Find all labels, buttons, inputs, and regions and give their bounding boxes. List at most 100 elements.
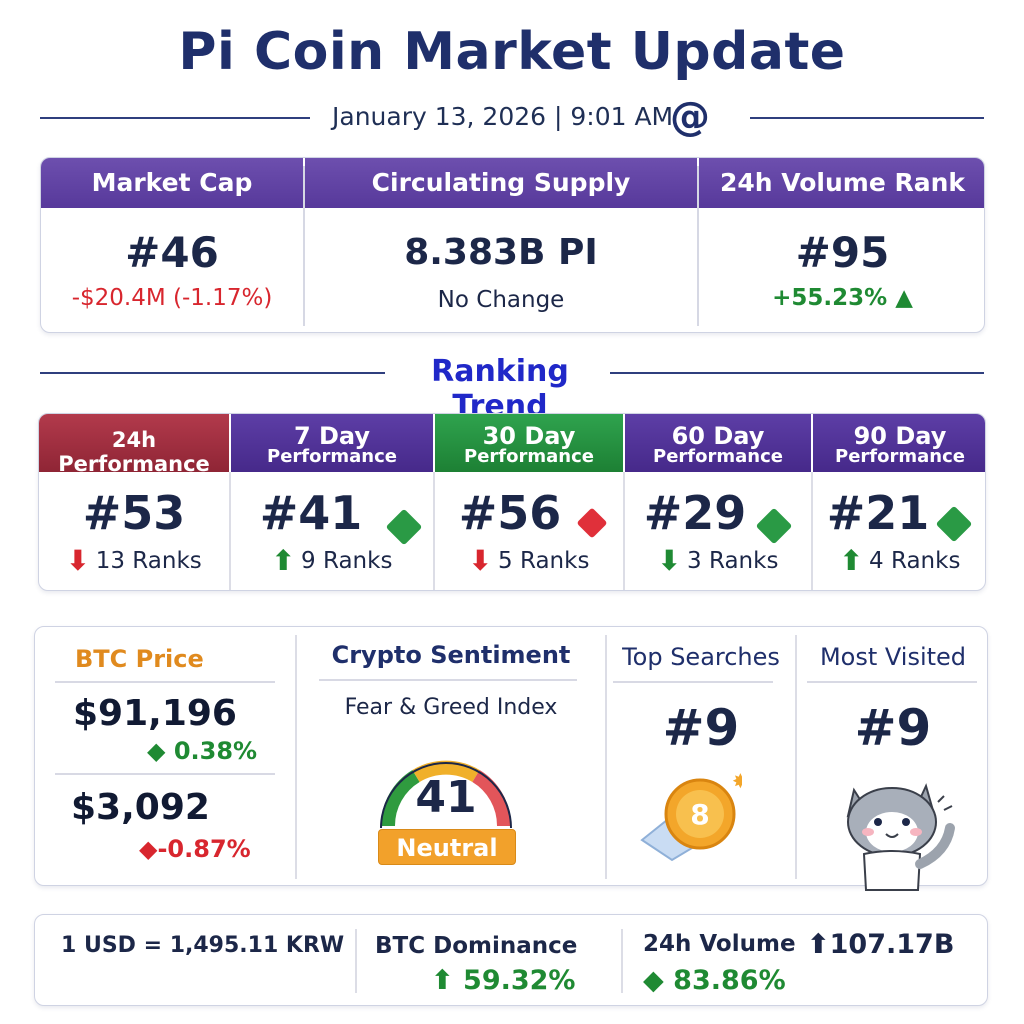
btc-dominance-value: ⬆ 59.32% [431, 965, 576, 996]
volume-change: ◆ 83.86% [643, 965, 786, 996]
fear-greed-value: 41 [415, 772, 477, 823]
diamond-down-icon: ◆ [139, 835, 158, 863]
rank-card-24h: 24h Performance #53 ⬇ 13 Ranks [39, 414, 229, 590]
fear-greed-gauge: 41 [376, 736, 516, 866]
diamond-up-icon: ◆ [147, 737, 174, 765]
most-visited-title: Most Visited [819, 643, 967, 671]
rank-change: ⬆ 9 Ranks [231, 544, 433, 577]
rank-card-header: 24h Performance [39, 414, 229, 476]
volume-rank-card: 24h Volume Rank #95 +55.23% ▲ [699, 158, 984, 332]
circulating-supply-card: Circulating Supply 8.383B PI No Change [305, 158, 697, 332]
coin-icon: 8 ✸ [632, 769, 749, 862]
divider-line [610, 372, 984, 374]
volume-rank-label: 24h Volume Rank [699, 158, 984, 208]
btc-price-change-text: 0.38% [173, 737, 258, 765]
btc-dominance-text: 59.32% [463, 965, 576, 996]
divider-line [40, 117, 310, 119]
column-divider [605, 635, 607, 879]
market-cap-label: Market Cap [41, 158, 303, 208]
section-underline [613, 681, 773, 683]
rank-card-90d: 90 Day Performance #21 ⬆ 4 Ranks [813, 414, 985, 590]
rank-card-sublabel: Performance [267, 446, 397, 467]
coin-badge-text: 8 [690, 798, 709, 831]
btc-dominance-label: BTC Dominance [375, 933, 578, 959]
market-cap-change: -$20.4M (-1.17%) [71, 285, 273, 311]
column-divider [811, 472, 813, 590]
rank-card-sublabel: Performance [464, 446, 594, 467]
rank-change: ⬆ 4 Ranks [813, 544, 985, 577]
rank-card-sublabel: Performance [653, 446, 783, 467]
ranking-trend-panel: 24h Performance #53 ⬇ 13 Ranks 7 Day Perf… [38, 413, 986, 591]
top-searches-rank: #9 [662, 699, 740, 757]
volume-change-text: 83.86% [673, 965, 786, 996]
column-divider [433, 472, 435, 590]
divider-line [750, 117, 984, 119]
circulating-supply-change: No Change [437, 287, 565, 313]
rank-card-label: 24h Performance [58, 428, 210, 476]
gauge-icon [380, 760, 512, 829]
volume-amount: ⬆107.17B [807, 929, 954, 960]
rank-value: #29 [643, 486, 747, 540]
rank-card-7d: 7 Day Performance #41 ⬆ 9 Ranks [231, 414, 433, 590]
most-visited-rank: #9 [854, 699, 932, 757]
market-cap-value: #46 [125, 228, 219, 277]
cat-mascot-icon [834, 772, 960, 898]
sentiment-badge: Neutral [378, 829, 516, 865]
market-stats-panel: Market Cap #46 -$20.4M (-1.17%) Circulat… [40, 157, 985, 333]
column-divider [623, 472, 625, 590]
rank-card-header: 60 Day Performance [625, 414, 811, 472]
circulating-supply-label: Circulating Supply [305, 158, 697, 208]
column-divider [697, 166, 699, 326]
btc-price-title: BTC Price [75, 645, 204, 673]
rank-card-header: 90 Day Performance [813, 414, 985, 472]
volume-rank-change: +55.23% ▲ [699, 285, 984, 311]
btc-price-change: ◆ 0.38% [147, 737, 257, 765]
circulating-supply-value: 8.383B PI [404, 232, 598, 273]
crypto-sentiment-title: Crypto Sentiment [331, 641, 571, 669]
rank-change: ⬇ 13 Ranks [39, 544, 229, 577]
section-underline [55, 773, 275, 775]
rank-card-label: 30 Day [482, 422, 576, 450]
diamond-up-icon [385, 508, 423, 546]
diamond-up-icon: ◆ [643, 965, 674, 996]
rank-card-sublabel: Performance [835, 446, 965, 467]
rank-change: ⬇ 3 Ranks [625, 544, 811, 577]
rank-card-label: 90 Day [853, 422, 947, 450]
rank-card-header: 7 Day Performance [231, 414, 433, 472]
rank-change-text: 4 Ranks [869, 548, 961, 574]
rank-value: #53 [82, 486, 186, 540]
arrow-down-icon: ⬇ [66, 544, 90, 577]
btc-price-value: $91,196 [73, 693, 237, 734]
rank-change-text: 13 Ranks [95, 548, 202, 574]
section-underline [319, 679, 577, 681]
summary-bar: 1 USD = 1,495.11 KRW BTC Dominance ⬆ 59.… [34, 914, 988, 1006]
rank-value: #21 [826, 486, 930, 540]
rank-card-60d: 60 Day Performance #29 ⬇ 3 Ranks [625, 414, 811, 590]
rank-change-text: 3 Ranks [687, 548, 779, 574]
arrow-up-icon: ▲ [887, 285, 913, 311]
volume-rank-value: #95 [795, 228, 890, 277]
rank-card-header: 30 Day Performance [435, 414, 623, 472]
arrow-up-icon: ⬆ [807, 929, 830, 960]
arrow-up-icon: ⬆ [839, 544, 864, 577]
divider-line [40, 372, 385, 374]
arrow-down-icon: ⬇ [657, 544, 682, 577]
rank-change-text: 5 Ranks [498, 548, 590, 574]
date-time: January 13, 2026 | 9:01 AM [332, 102, 674, 131]
volume-rank-change-text: +55.23% [772, 285, 888, 311]
ranking-heading-row: Ranking Trend [40, 352, 984, 424]
fear-greed-label: Fear & Greed Index [344, 695, 558, 720]
eth-price-change: ◆-0.87% [139, 835, 251, 863]
column-divider [621, 929, 623, 993]
column-divider [229, 472, 231, 590]
column-divider [295, 635, 297, 879]
arrow-down-icon: ⬇ [468, 544, 493, 577]
rank-change: ⬇ 5 Ranks [435, 544, 623, 577]
volume-amount-text: 107.17B [829, 929, 955, 960]
top-searches-title: Top Searches [622, 643, 780, 671]
section-underline [807, 681, 977, 683]
arrow-up-icon: ⬆ [271, 544, 296, 577]
page-title: Pi Coin Market Update [178, 22, 846, 82]
market-cap-card: Market Cap #46 -$20.4M (-1.17%) [41, 158, 303, 332]
svg-text:✸: ✸ [732, 770, 742, 793]
